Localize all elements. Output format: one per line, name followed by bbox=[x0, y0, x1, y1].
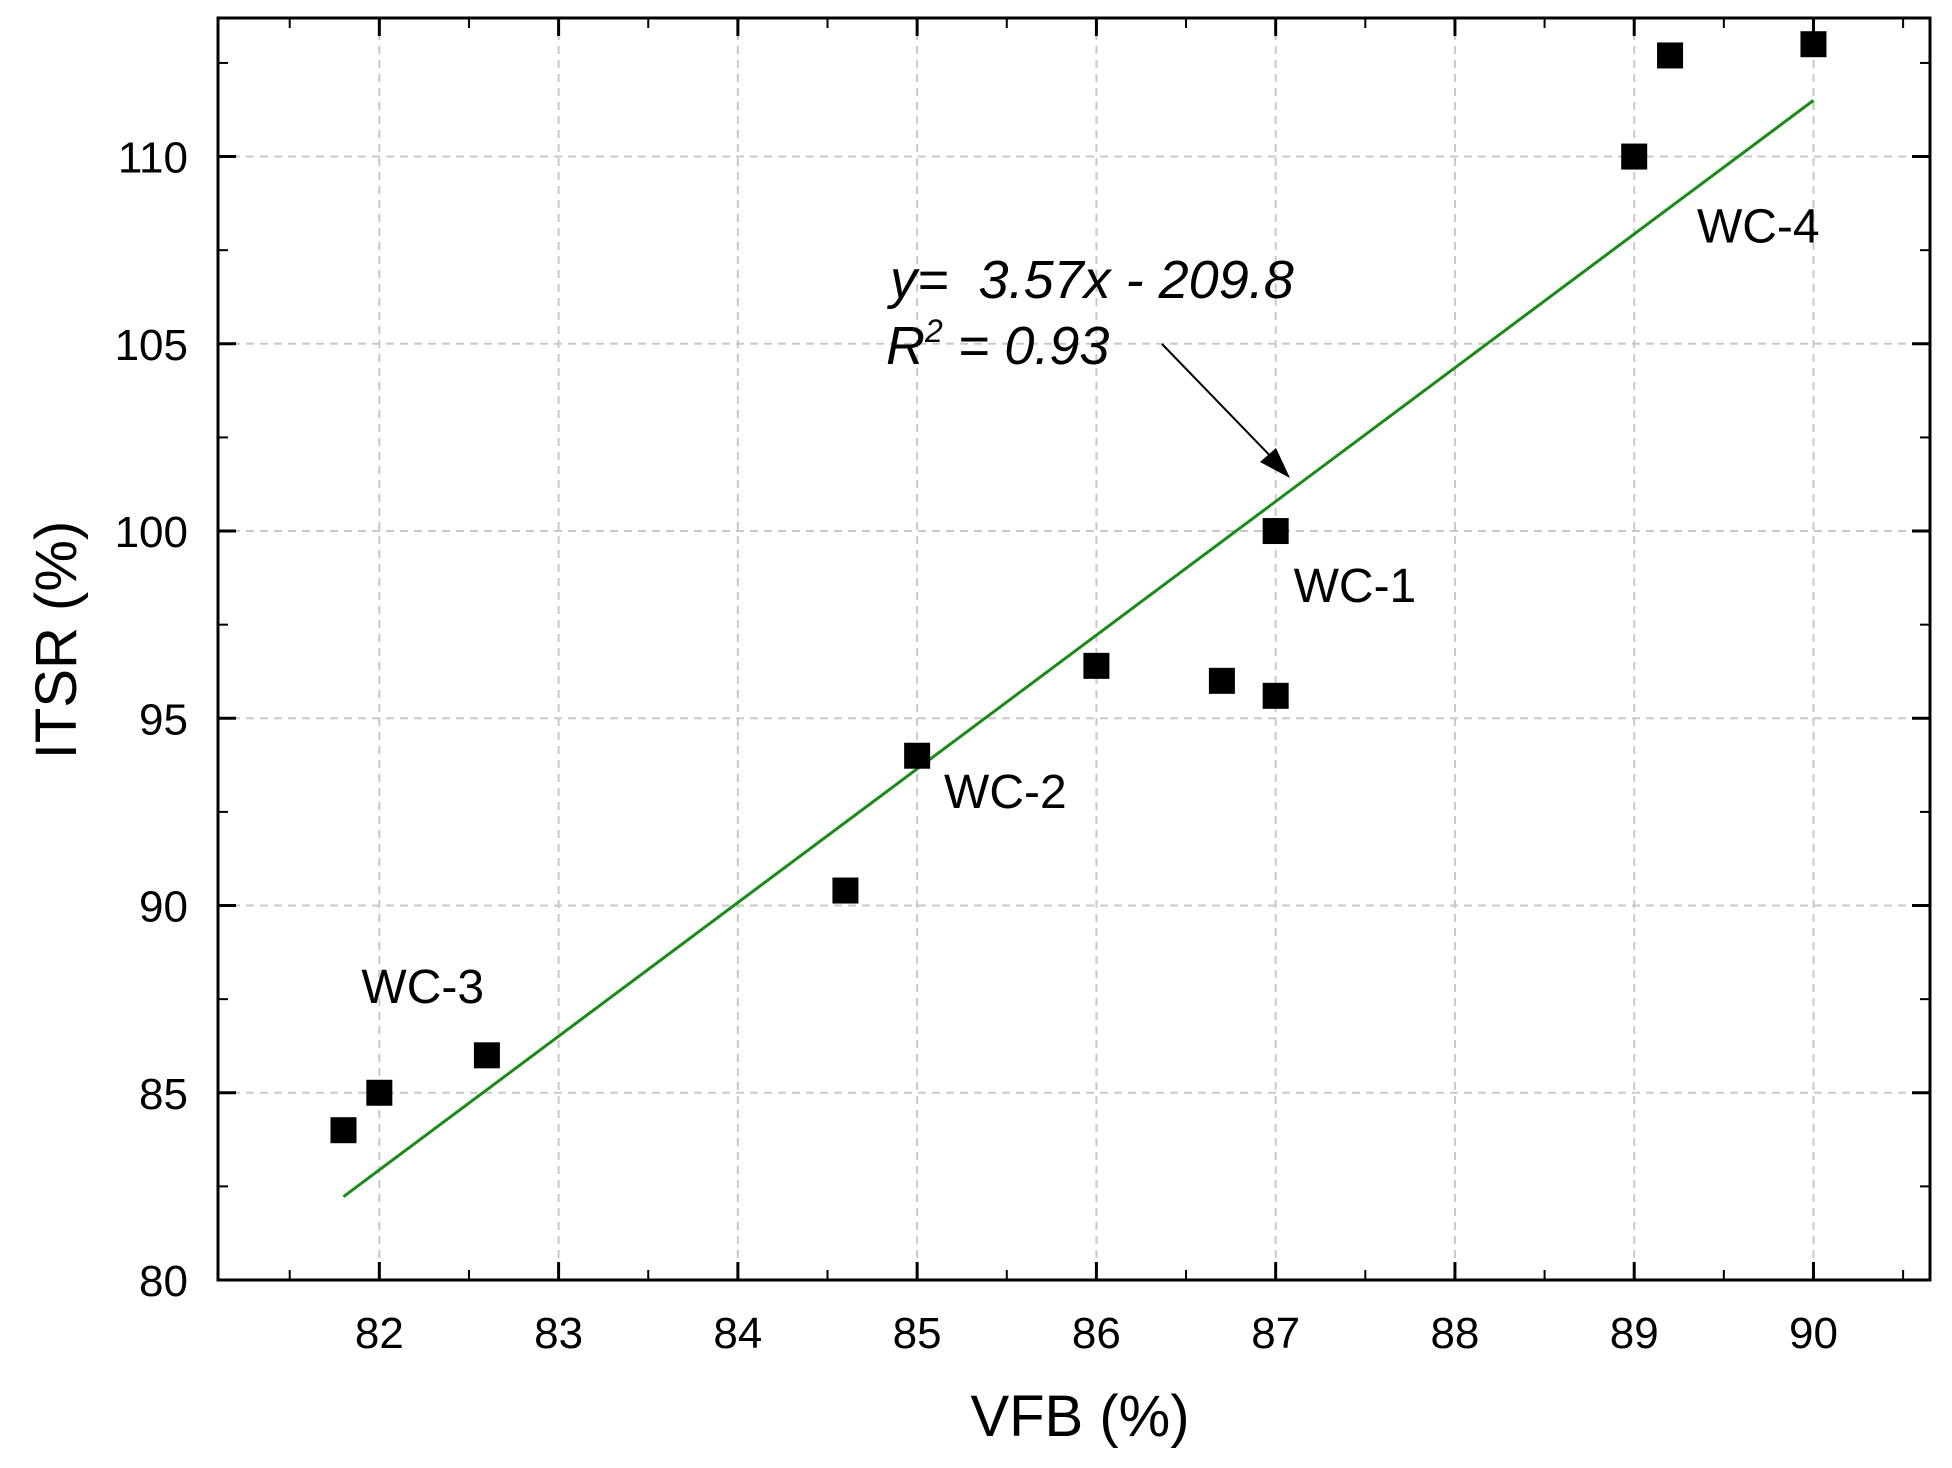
points bbox=[330, 31, 1827, 1144]
y-tick-label: 85 bbox=[139, 1070, 188, 1119]
data-point bbox=[473, 1042, 500, 1069]
point-label: WC-2 bbox=[944, 766, 1067, 819]
y-tick-label: 105 bbox=[115, 321, 188, 370]
grid bbox=[218, 18, 1930, 1280]
fit-layer bbox=[342, 99, 1815, 1198]
data-point bbox=[1083, 652, 1110, 679]
data-point bbox=[904, 742, 931, 769]
data-point bbox=[1262, 682, 1289, 709]
x-tick-label: 82 bbox=[355, 1309, 404, 1358]
x-tick-label: 83 bbox=[534, 1309, 583, 1358]
point-label: WC-1 bbox=[1294, 560, 1417, 613]
x-tick-label: 87 bbox=[1251, 1309, 1300, 1358]
data-point bbox=[366, 1079, 393, 1106]
equation-arrow-head bbox=[1260, 448, 1290, 478]
fit-equation: y= 3.57x - 209.8 bbox=[886, 250, 1294, 310]
x-tick-label: 89 bbox=[1610, 1309, 1659, 1358]
data-point bbox=[832, 877, 859, 904]
y-axis-title: ITSR (%) bbox=[24, 521, 89, 759]
y-tick-label: 100 bbox=[115, 508, 188, 557]
data-point bbox=[1262, 518, 1289, 545]
r-squared: R2 = 0.93 bbox=[886, 313, 1109, 376]
data-point bbox=[330, 1117, 357, 1144]
tick-labels: 82 83 84 85 86 87 88 89 90 80 85 90 95 100 105 110 bbox=[115, 134, 1838, 1358]
x-tick-label: 90 bbox=[1789, 1309, 1838, 1358]
point-label: WC-3 bbox=[361, 961, 484, 1014]
y-tick-label: 90 bbox=[139, 883, 188, 932]
data-point bbox=[1208, 667, 1235, 694]
y-tick-label: 110 bbox=[118, 134, 188, 183]
r-superscript: 2 bbox=[924, 313, 943, 349]
x-axis-title: VFB (%) bbox=[970, 1384, 1189, 1449]
point-label: WC-4 bbox=[1697, 201, 1820, 254]
plot-frame bbox=[216, 16, 1932, 1282]
x-tick-label: 88 bbox=[1430, 1309, 1479, 1358]
ticks bbox=[218, 18, 1930, 1282]
data-point bbox=[1621, 143, 1648, 170]
fit-line bbox=[342, 99, 1815, 1198]
y-tick-label: 80 bbox=[139, 1257, 188, 1306]
x-tick-label: 85 bbox=[893, 1309, 942, 1358]
r-value: = 0.93 bbox=[943, 316, 1110, 376]
data-point bbox=[1657, 42, 1684, 69]
x-tick-label: 86 bbox=[1072, 1309, 1121, 1358]
r-symbol: R bbox=[886, 316, 925, 376]
equation-arrow-line bbox=[1161, 343, 1283, 469]
x-tick-label: 84 bbox=[713, 1309, 762, 1358]
annotations: WC-1 WC-2 WC-3 WC-4 bbox=[361, 201, 1819, 1014]
y-tick-label: 95 bbox=[139, 695, 188, 744]
